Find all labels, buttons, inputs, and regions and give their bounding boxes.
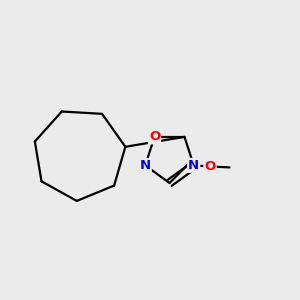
Text: O: O <box>149 130 160 143</box>
Text: N: N <box>188 159 199 172</box>
Text: O: O <box>204 160 216 173</box>
Text: N: N <box>140 159 151 172</box>
